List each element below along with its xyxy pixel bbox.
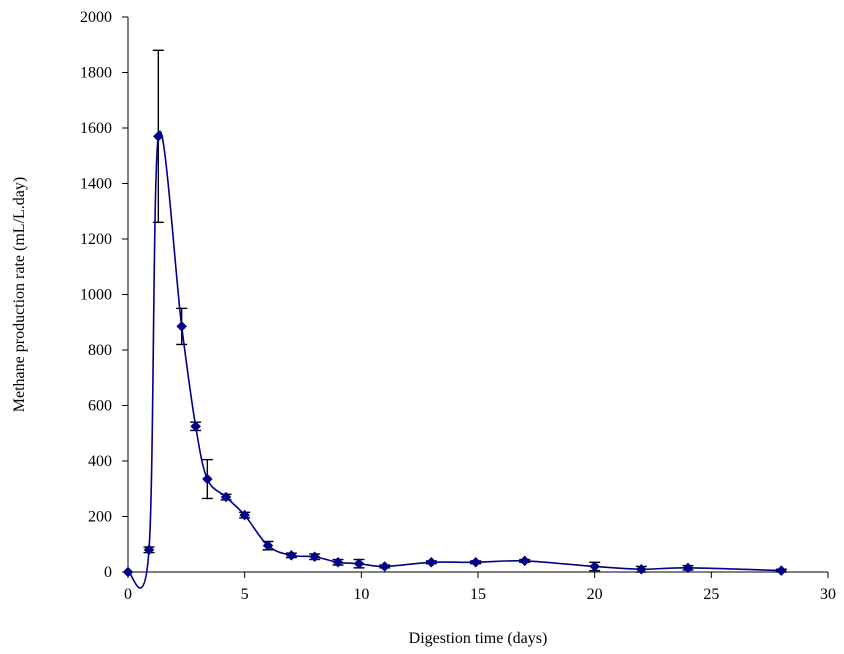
x-tick-label: 0	[124, 586, 132, 603]
data-point	[682, 562, 694, 574]
data-point	[332, 556, 344, 568]
data-point	[285, 549, 297, 561]
y-axis-title: Methane production rate (mL/L.day)	[11, 177, 28, 412]
y-tick-label: 200	[88, 509, 112, 526]
data-point	[152, 130, 164, 142]
y-tick-label: 800	[88, 342, 112, 359]
data-point	[262, 540, 274, 551]
data-point	[239, 509, 251, 521]
error-bar-group	[143, 49, 787, 573]
axes	[127, 17, 828, 573]
data-point	[589, 561, 601, 572]
y-tick-label: 1000	[80, 287, 112, 304]
data-point	[143, 544, 155, 556]
data-point	[775, 565, 787, 576]
x-tick-group: 0 5 10 15 20 25 30	[124, 572, 836, 603]
x-tick-label: 15	[470, 586, 486, 603]
marker-group	[122, 130, 787, 578]
data-point	[220, 491, 232, 503]
y-tick-label: 1400	[80, 176, 112, 193]
data-point	[519, 555, 531, 567]
data-point	[379, 561, 391, 572]
data-point	[176, 321, 188, 332]
x-tick-label: 25	[703, 586, 719, 603]
series-line	[127, 130, 782, 589]
x-tick-label: 10	[353, 586, 369, 603]
y-tick-label: 1200	[80, 231, 112, 248]
x-axis-title: Digestion time (days)	[409, 630, 548, 647]
data-point	[122, 566, 134, 578]
y-tick-label: 1800	[80, 65, 112, 82]
data-point	[470, 556, 482, 568]
y-tick-group: 0 200 400 600 800 1000 1200 1400 1600 1800 2000	[80, 9, 128, 581]
y-tick-label: 400	[88, 453, 112, 470]
y-tick-label: 0	[104, 564, 112, 581]
data-point	[425, 556, 437, 568]
x-tick-label: 20	[587, 586, 603, 603]
x-tick-label: 5	[241, 586, 249, 603]
x-tick-label: 30	[820, 586, 836, 603]
data-point	[201, 473, 213, 485]
y-tick-label: 600	[88, 398, 112, 415]
data-point	[190, 420, 202, 432]
y-tick-label: 2000	[80, 9, 112, 26]
y-tick-label: 1600	[80, 120, 112, 137]
data-point	[635, 563, 647, 575]
data-point	[353, 558, 365, 570]
data-point	[309, 551, 321, 563]
